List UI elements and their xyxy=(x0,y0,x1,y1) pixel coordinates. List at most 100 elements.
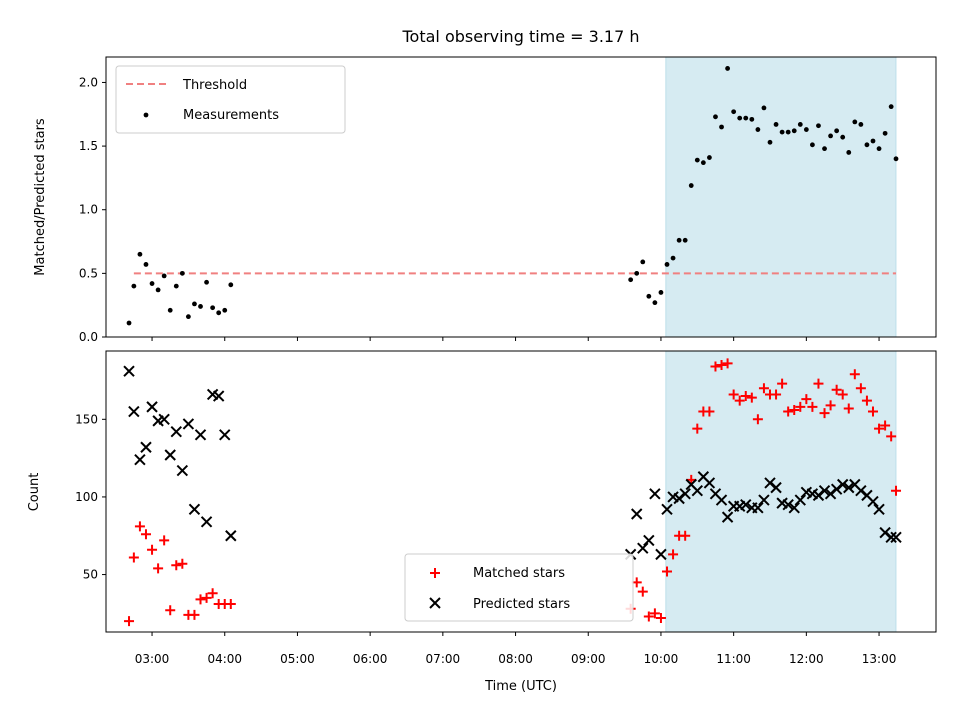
measurement-point xyxy=(640,259,646,265)
measurement-point xyxy=(185,314,191,320)
measurement-point xyxy=(658,290,664,295)
measurement-point xyxy=(664,262,670,267)
matched-star-point xyxy=(843,403,854,414)
bottom-axes-frame xyxy=(105,350,937,633)
matched-star-point xyxy=(680,530,691,541)
measurement-point xyxy=(737,115,743,121)
matched-star-point xyxy=(819,408,830,419)
predicted-star-point xyxy=(873,503,885,516)
predicted-star-point xyxy=(176,464,189,477)
predicted-star-point xyxy=(740,498,752,511)
measurement-point xyxy=(652,300,658,306)
matched-star-point xyxy=(758,383,769,394)
predicted-star-point xyxy=(182,418,195,430)
measurement-point xyxy=(216,310,222,316)
predicted-star-point xyxy=(170,426,182,438)
measurement-point xyxy=(143,262,149,267)
x-axis-label: Time (UTC) xyxy=(484,679,557,694)
x-tick-label: 10:00 xyxy=(644,652,679,666)
matched-star-point xyxy=(855,383,866,394)
predicted-star-point xyxy=(123,365,135,377)
bottom-legend: Matched stars Predicted stars xyxy=(404,553,634,622)
measurement-point xyxy=(179,270,185,276)
measurement-point xyxy=(700,160,706,166)
predicted-star-point xyxy=(637,542,649,554)
matched-star-point xyxy=(128,552,139,563)
matched-star-point xyxy=(189,609,200,620)
predicted-star-point xyxy=(703,477,716,489)
bottom-y-tick-label: 50 xyxy=(83,568,98,582)
predicted-star-point xyxy=(146,401,158,413)
legend-measurements-label: Measurements xyxy=(183,108,279,123)
x-tick-label: 08:00 xyxy=(498,652,533,666)
matched-star-point xyxy=(134,521,145,532)
matched-star-point xyxy=(662,566,673,577)
matched-star-point xyxy=(195,594,206,605)
predicted-star-point xyxy=(752,502,764,514)
matched-star-point xyxy=(153,563,164,574)
measurement-point xyxy=(810,142,815,148)
count-points xyxy=(123,358,902,627)
measurement-point xyxy=(816,123,821,129)
measurement-points xyxy=(126,66,899,326)
matched-star-point xyxy=(740,391,751,402)
top-axes-frame xyxy=(105,56,937,338)
measurement-point xyxy=(779,129,785,135)
measurement-point xyxy=(755,127,761,132)
legend-predicted-label: Predicted stars xyxy=(473,597,570,612)
measurement-point xyxy=(161,273,167,279)
measurement-point xyxy=(646,293,652,299)
predicted-star-point xyxy=(631,508,643,520)
matched-star-point xyxy=(704,406,715,417)
predicted-star-point xyxy=(225,530,237,542)
measurement-point xyxy=(785,129,791,135)
x-tick-label: 12:00 xyxy=(789,652,824,666)
measurement-point xyxy=(797,122,803,127)
predicted-star-point xyxy=(212,390,225,402)
predicted-star-point xyxy=(788,502,800,514)
predicted-star-point xyxy=(758,494,770,506)
measurement-point xyxy=(761,105,767,111)
predicted-star-point xyxy=(890,531,902,544)
matched-star-point xyxy=(825,400,836,411)
matched-star-point xyxy=(849,369,860,380)
predicted-star-point xyxy=(140,441,152,453)
legend-measurements-swatch xyxy=(143,112,149,118)
predicted-star-point xyxy=(164,449,176,461)
measurement-point xyxy=(192,301,197,307)
measurement-point xyxy=(126,320,132,326)
measurement-point xyxy=(210,305,216,311)
measurement-point xyxy=(676,237,682,243)
matched-star-point xyxy=(771,389,782,400)
top-legend: Threshold Measurements xyxy=(115,65,346,134)
matched-star-point xyxy=(225,599,236,610)
bottom-y-tick-label: 100 xyxy=(75,490,98,504)
bottom-x-ticks: 03:00 04:00 05:00 06:00 07:00 08:00 09:00 10:00… xyxy=(135,632,896,666)
x-tick-label: 11:00 xyxy=(716,652,751,666)
matched-star-point xyxy=(201,592,212,603)
measurement-point xyxy=(864,142,870,148)
measurement-point xyxy=(749,116,755,122)
predicted-star-point xyxy=(134,453,146,466)
measurement-point xyxy=(688,183,694,188)
predicted-star-point xyxy=(219,429,231,441)
bottom-panel: 50 100 150 03:00 04:00 05:00 06:00 07:00 08:00 0… xyxy=(27,350,937,694)
matched-star-point xyxy=(655,613,666,624)
matched-star-point xyxy=(159,535,170,546)
measurement-point xyxy=(131,283,137,289)
top-y-tick-label: 2.0 xyxy=(79,75,98,89)
measurement-point xyxy=(725,66,730,71)
bottom-y-tick-label: 150 xyxy=(75,412,98,426)
predicted-star-point xyxy=(200,516,213,528)
matched-star-point xyxy=(831,384,842,395)
measurement-point xyxy=(773,122,779,127)
measurement-point xyxy=(694,157,700,163)
matched-star-point xyxy=(867,406,878,417)
legend-predicted-swatch xyxy=(429,597,441,609)
top-y-tick-label: 0.0 xyxy=(79,330,98,344)
bottom-y-axis-label: Count xyxy=(27,473,42,512)
predicted-star-point xyxy=(794,494,806,506)
top-y-axis-label: Matched/Predicted stars xyxy=(33,118,48,276)
measurement-point xyxy=(743,115,749,121)
